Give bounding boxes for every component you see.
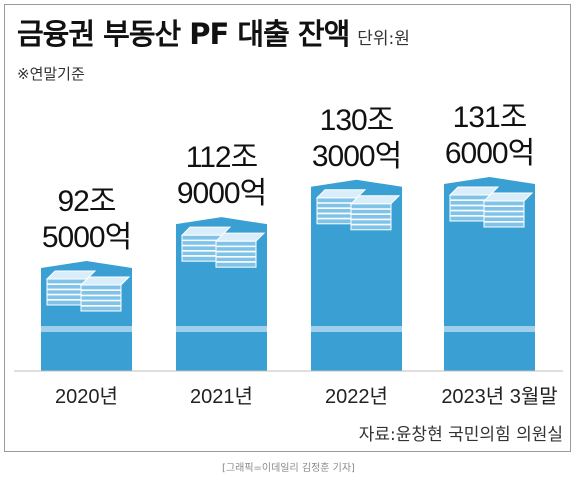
bar-band (444, 326, 535, 332)
unit-label: 단위:원 (357, 29, 410, 49)
value-label: 130조 (320, 104, 394, 137)
money-stack-icon (45, 270, 97, 306)
money-stack-icon (180, 226, 232, 262)
bar-group (444, 177, 535, 371)
category-label: 2020년 (55, 385, 118, 408)
bar-group (311, 179, 402, 371)
title-row: 금융권 부동산 PF 대출 잔액 단위:원 (17, 11, 410, 53)
money-stack-icon (214, 232, 266, 268)
bar-group (41, 261, 132, 371)
money-stack-icon (448, 186, 500, 222)
category-label: 2023년 3월말 (441, 385, 557, 408)
value-label: 5000억 (42, 221, 131, 254)
value-label: 92조 (58, 185, 116, 218)
bar-group (176, 217, 267, 371)
graphic-credit: [그래픽=이데일리 김정훈 기자] (222, 463, 355, 474)
category-label: 2021년 (190, 385, 253, 408)
value-label: 112조 (186, 141, 258, 174)
source-note: 자료:윤창현 국민의힘 의원실 (358, 425, 563, 445)
value-label: 3000억 (312, 140, 401, 173)
chart-title: 금융권 부동산 PF 대출 잔액 (17, 17, 350, 51)
money-stack-icon (482, 192, 534, 228)
money-stack-icon (315, 189, 367, 225)
basis-note: ※연말기준 (17, 65, 85, 83)
value-label: 6000억 (445, 137, 534, 170)
category-label: 2022년 (325, 385, 388, 408)
money-stack-icon (349, 195, 401, 231)
value-label: 9000억 (177, 177, 266, 210)
bar-band (41, 326, 132, 332)
bar-band (311, 326, 402, 332)
bar-band (176, 326, 267, 332)
value-label: 131조 (453, 101, 527, 134)
money-stack-icon (79, 276, 131, 312)
